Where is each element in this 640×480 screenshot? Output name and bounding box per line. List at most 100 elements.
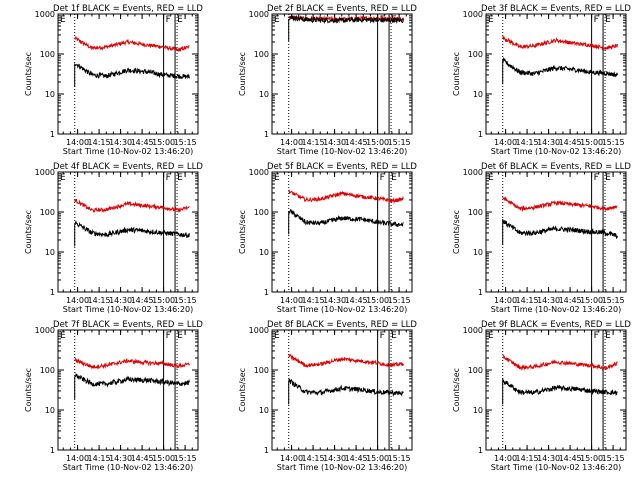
x-tick-label: 14:15 bbox=[516, 138, 539, 147]
x-tick-label: 14:45 bbox=[131, 454, 154, 463]
x-tick-label: 14:30 bbox=[109, 138, 132, 147]
y-tick-label: 1 bbox=[50, 446, 55, 455]
x-tick-label: 14:15 bbox=[88, 454, 111, 463]
start-marker-label: E bbox=[274, 331, 280, 341]
x-axis-label: Start Time (10-Nov-02 13:46:20) bbox=[491, 305, 621, 314]
y-tick-label: 1 bbox=[264, 446, 269, 455]
y-axis-label: Counts/sec bbox=[24, 210, 33, 254]
marker-label: E bbox=[605, 331, 611, 341]
y-axis-label: Counts/sec bbox=[24, 368, 33, 412]
panel-det-7: Det 7f BLACK = Events, RED = LLD 1 10 100 10… bbox=[24, 320, 203, 472]
y-axis-label: Counts/sec bbox=[238, 210, 247, 254]
marker-label: F bbox=[380, 331, 385, 341]
y-tick-label: 10 bbox=[473, 90, 483, 99]
panel-det-6: Det 6f BLACK = Events, RED = LLD 1 10 100 10… bbox=[452, 162, 631, 314]
panel-title: Det 4f BLACK = Events, RED = LLD bbox=[53, 162, 203, 172]
x-axis-label: Start Time (10-Nov-02 13:46:20) bbox=[491, 147, 621, 156]
x-axis-label: Start Time (10-Nov-02 13:46:20) bbox=[63, 147, 193, 156]
y-tick-label: 10 bbox=[259, 90, 269, 99]
x-axis-label: Start Time (10-Nov-02 13:46:20) bbox=[63, 463, 193, 472]
x-tick-label: 15:00 bbox=[366, 138, 389, 147]
y-axis-label: Counts/sec bbox=[452, 210, 461, 254]
series-lld-line bbox=[288, 189, 404, 205]
x-axis-label: Start Time (10-Nov-02 13:46:20) bbox=[491, 463, 621, 472]
x-tick-label: 14:45 bbox=[559, 138, 582, 147]
start-marker-label: E bbox=[488, 173, 494, 183]
x-tick-label: 14:15 bbox=[516, 454, 539, 463]
y-tick-label: 10 bbox=[473, 406, 483, 415]
x-tick-label: 14:15 bbox=[516, 296, 539, 305]
y-tick-label: 10 bbox=[259, 248, 269, 257]
y-tick-label: 100 bbox=[254, 208, 269, 217]
x-tick-label: 15:15 bbox=[388, 296, 411, 305]
x-tick-label: 14:45 bbox=[559, 454, 582, 463]
x-tick-label: 15:00 bbox=[366, 296, 389, 305]
start-marker-label: E bbox=[274, 173, 280, 183]
panel-det-9: Det 9f BLACK = Events, RED = LLD 1 10 100 10… bbox=[452, 320, 631, 472]
series-events-line bbox=[74, 221, 190, 247]
y-tick-label: 100 bbox=[254, 50, 269, 59]
series-events-line bbox=[74, 372, 190, 400]
start-marker-label: E bbox=[60, 15, 66, 25]
x-tick-label: 14:15 bbox=[88, 138, 111, 147]
y-tick-label: 100 bbox=[40, 50, 55, 59]
series-events-line bbox=[288, 378, 404, 405]
y-axis-label: Counts/sec bbox=[238, 52, 247, 96]
y-tick-label: 1000 bbox=[35, 326, 55, 335]
panel-det-5: Det 5f BLACK = Events, RED = LLD 1 10 100 10… bbox=[238, 162, 417, 314]
y-tick-label: 1000 bbox=[463, 168, 483, 177]
marker-label: F bbox=[594, 331, 599, 341]
start-marker-label: E bbox=[60, 173, 66, 183]
x-tick-label: 14:30 bbox=[537, 296, 560, 305]
series-events-line bbox=[502, 57, 618, 85]
x-tick-label: 15:15 bbox=[602, 138, 625, 147]
x-tick-label: 15:00 bbox=[580, 454, 603, 463]
series-lld-line bbox=[502, 196, 618, 213]
y-tick-label: 1000 bbox=[249, 10, 269, 19]
y-tick-label: 1000 bbox=[463, 10, 483, 19]
series-lld-line bbox=[502, 354, 618, 372]
x-tick-label: 14:30 bbox=[323, 454, 346, 463]
marker-label: F bbox=[166, 173, 171, 183]
y-tick-label: 10 bbox=[259, 406, 269, 415]
panel-title: Det 9f BLACK = Events, RED = LLD bbox=[481, 320, 631, 330]
start-marker-label: E bbox=[488, 15, 494, 25]
marker-label: E bbox=[391, 331, 397, 341]
x-tick-label: 14:30 bbox=[537, 138, 560, 147]
panel-det-4: Det 4f BLACK = Events, RED = LLD 1 10 100 10… bbox=[24, 162, 203, 314]
x-axis-label: Start Time (10-Nov-02 13:46:20) bbox=[277, 305, 407, 314]
marker-label: E bbox=[177, 331, 183, 341]
x-tick-label: 15:00 bbox=[580, 138, 603, 147]
x-tick-label: 14:00 bbox=[494, 296, 517, 305]
x-tick-label: 14:00 bbox=[494, 138, 517, 147]
x-tick-label: 15:00 bbox=[580, 296, 603, 305]
x-tick-label: 15:15 bbox=[174, 138, 197, 147]
x-tick-label: 14:45 bbox=[345, 454, 368, 463]
x-tick-label: 15:15 bbox=[174, 296, 197, 305]
x-tick-label: 15:15 bbox=[388, 454, 411, 463]
marker-label: E bbox=[605, 173, 611, 183]
x-tick-label: 14:00 bbox=[66, 296, 89, 305]
x-tick-label: 14:30 bbox=[109, 454, 132, 463]
series-lld-line bbox=[74, 198, 190, 213]
x-axis-label: Start Time (10-Nov-02 13:46:20) bbox=[63, 305, 193, 314]
x-tick-label: 14:30 bbox=[323, 296, 346, 305]
x-tick-label: 14:45 bbox=[345, 138, 368, 147]
x-tick-label: 15:15 bbox=[602, 454, 625, 463]
x-tick-label: 15:15 bbox=[388, 138, 411, 147]
x-tick-label: 15:00 bbox=[152, 454, 175, 463]
start-marker-label: E bbox=[488, 331, 494, 341]
x-axis-label: Start Time (10-Nov-02 13:46:20) bbox=[277, 463, 407, 472]
y-tick-label: 10 bbox=[45, 90, 55, 99]
y-tick-label: 100 bbox=[254, 366, 269, 375]
y-tick-label: 100 bbox=[468, 208, 483, 217]
y-tick-label: 1 bbox=[478, 288, 483, 297]
series-lld-line bbox=[74, 35, 190, 52]
x-tick-label: 14:30 bbox=[109, 296, 132, 305]
marker-label: F bbox=[594, 173, 599, 183]
marker-label: F bbox=[380, 173, 385, 183]
panel-title: Det 8f BLACK = Events, RED = LLD bbox=[267, 320, 417, 330]
x-tick-label: 14:45 bbox=[345, 296, 368, 305]
y-tick-label: 1 bbox=[50, 288, 55, 297]
y-tick-label: 100 bbox=[40, 208, 55, 217]
